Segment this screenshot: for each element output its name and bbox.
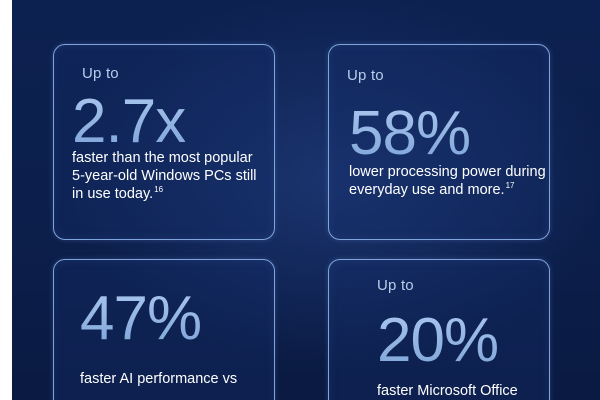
stat-description: faster than the most popular 5-year-old … [72, 149, 262, 203]
stat-card-power: Up to 58% lower processing power during … [328, 44, 550, 240]
stat-value: 47% [80, 284, 202, 353]
stat-value: 2.7x [72, 87, 186, 156]
stat-footnote: 17 [505, 181, 515, 191]
stat-description: lower processing power during everyday u… [349, 163, 549, 199]
stat-description-text: lower processing power during everyday u… [349, 164, 546, 198]
stat-prefix: Up to [82, 65, 119, 82]
stat-card-speed: Up to 2.7x faster than the most popular … [53, 44, 275, 240]
stat-description: faster AI performance vs [80, 370, 260, 388]
stat-prefix: Up to [377, 277, 414, 294]
stats-panel: Up to 2.7x faster than the most popular … [12, 0, 600, 400]
stat-description-text: faster AI performance vs [80, 371, 238, 387]
stat-card-ai: 47% faster AI performance vs [53, 259, 275, 400]
stat-value: 20% [377, 306, 499, 375]
stat-value: 58% [349, 99, 471, 168]
stat-footnote: 16 [154, 185, 164, 195]
stat-card-office: Up to 20% faster Microsoft Office produc… [328, 259, 550, 400]
stat-prefix: Up to [347, 67, 384, 84]
stat-description-text: faster than the most popular 5-year-old … [72, 150, 257, 202]
stat-description-text: faster Microsoft Office productivity tha… [377, 383, 518, 399]
stat-description: faster Microsoft Office productivity tha… [377, 382, 547, 400]
